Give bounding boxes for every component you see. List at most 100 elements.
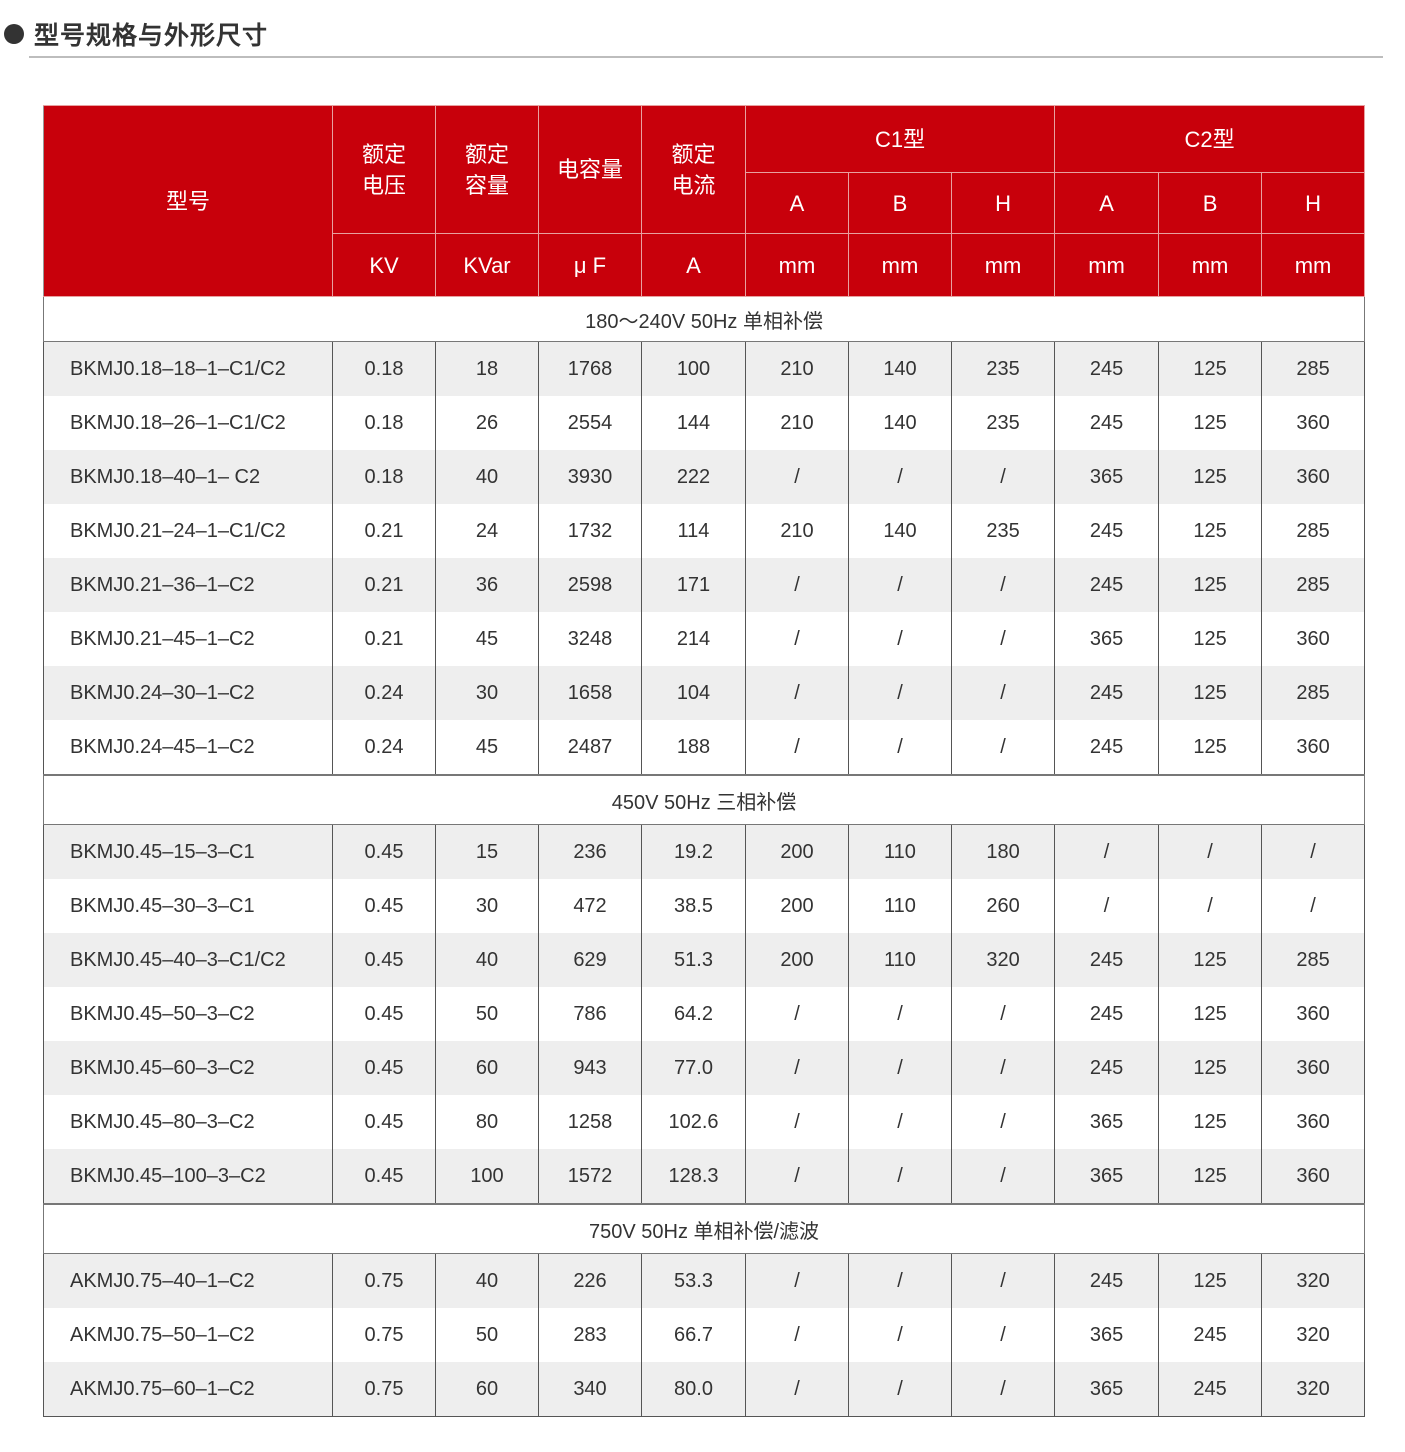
- value-cell: /: [1261, 824, 1366, 879]
- value-cell: /: [950, 450, 1056, 504]
- value-cell: 1732: [538, 504, 642, 558]
- value-cell: 365: [1054, 1095, 1160, 1149]
- value-cell: 0.45: [332, 933, 436, 987]
- value-cell: 285: [1261, 504, 1366, 558]
- value-cell: 200: [745, 933, 849, 987]
- value-cell: /: [745, 1308, 849, 1362]
- value-cell: /: [745, 987, 849, 1041]
- value-cell: /: [848, 1095, 952, 1149]
- value-cell: /: [745, 1362, 849, 1417]
- value-cell: 360: [1261, 1095, 1366, 1149]
- model-cell: BKMJ0.21–45–1–C2: [43, 612, 333, 666]
- header-capacitance: 电容量: [538, 105, 642, 234]
- value-cell: 0.21: [332, 612, 436, 666]
- model-cell: AKMJ0.75–40–1–C2: [43, 1253, 333, 1308]
- value-cell: 0.18: [332, 396, 436, 450]
- value-cell: 125: [1158, 1149, 1263, 1205]
- header-unit: mm: [1261, 233, 1366, 297]
- value-cell: 40: [435, 933, 539, 987]
- value-cell: 0.45: [332, 879, 436, 933]
- value-cell: 245: [1054, 987, 1160, 1041]
- value-cell: 114: [641, 504, 746, 558]
- model-cell: BKMJ0.45–50–3–C2: [43, 987, 333, 1041]
- header-current: 额定 电流: [641, 105, 746, 234]
- value-cell: 125: [1158, 933, 1263, 987]
- value-cell: 15: [435, 824, 539, 879]
- value-cell: 0.75: [332, 1253, 436, 1308]
- value-cell: 66.7: [641, 1308, 746, 1362]
- value-cell: 629: [538, 933, 642, 987]
- value-cell: 245: [1054, 558, 1160, 612]
- model-cell: BKMJ0.21–24–1–C1/C2: [43, 504, 333, 558]
- value-cell: 0.45: [332, 1095, 436, 1149]
- value-cell: 0.75: [332, 1308, 436, 1362]
- header-unit: KVar: [435, 233, 539, 297]
- value-cell: 235: [950, 396, 1056, 450]
- value-cell: 100: [641, 341, 746, 396]
- value-cell: 245: [1054, 504, 1160, 558]
- value-cell: 214: [641, 612, 746, 666]
- value-cell: 1658: [538, 666, 642, 720]
- value-cell: /: [848, 987, 952, 1041]
- value-cell: /: [848, 1253, 952, 1308]
- model-cell: BKMJ0.24–30–1–C2: [43, 666, 333, 720]
- table-row: BKMJ0.18–26–1–C1/C2 0.18 26 2554 144 210 140 23…: [43, 396, 1366, 450]
- value-cell: /: [848, 612, 952, 666]
- header-unit: mm: [1158, 233, 1263, 297]
- table-row: BKMJ0.21–36–1–C2 0.21 36 2598 171///245 125 28…: [43, 558, 1366, 612]
- section-row: 180～240V 50Hz 单相补偿: [42, 296, 1366, 342]
- header-dim: A: [745, 172, 849, 234]
- value-cell: 1768: [538, 341, 642, 396]
- value-cell: 0.75: [332, 1362, 436, 1417]
- value-cell: 171: [641, 558, 746, 612]
- table-row: BKMJ0.18–18–1–C1/C2 0.18 18 1768 100 210 140 23…: [43, 341, 1366, 396]
- value-cell: 360: [1261, 1149, 1366, 1205]
- value-cell: /: [848, 1041, 952, 1095]
- value-cell: 365: [1054, 1308, 1160, 1362]
- value-cell: /: [745, 720, 849, 776]
- value-cell: /: [745, 1149, 849, 1205]
- table-row: BKMJ0.45–50–3–C2 0.45 50 786 64.2///245 125 36…: [43, 987, 1366, 1041]
- section-row: 450V 50Hz 三相补偿: [42, 774, 1366, 825]
- value-cell: 0.24: [332, 720, 436, 776]
- value-cell: /: [1054, 824, 1160, 879]
- value-cell: 125: [1158, 720, 1263, 776]
- value-cell: 51.3: [641, 933, 746, 987]
- value-cell: /: [950, 1362, 1056, 1417]
- value-cell: 125: [1158, 396, 1263, 450]
- header-unit: mm: [950, 233, 1056, 297]
- value-cell: 3248: [538, 612, 642, 666]
- model-cell: BKMJ0.24–45–1–C2: [43, 720, 333, 776]
- value-cell: 180: [950, 824, 1056, 879]
- table-row: BKMJ0.24–45–1–C2 0.24 45 2487 188///245 125 36…: [43, 720, 1366, 776]
- value-cell: 125: [1158, 341, 1263, 396]
- value-cell: /: [745, 1095, 849, 1149]
- value-cell: 245: [1158, 1362, 1263, 1417]
- value-cell: 1572: [538, 1149, 642, 1205]
- section-label: 180～240V 50Hz 单相补偿: [42, 296, 1366, 342]
- value-cell: 104: [641, 666, 746, 720]
- value-cell: 110: [848, 933, 952, 987]
- header-dim: H: [1261, 172, 1366, 234]
- value-cell: /: [848, 1149, 952, 1205]
- value-cell: 110: [848, 879, 952, 933]
- header-dim: B: [848, 172, 952, 234]
- header-unit: mm: [745, 233, 849, 297]
- value-cell: 365: [1054, 1149, 1160, 1205]
- value-cell: 102.6: [641, 1095, 746, 1149]
- value-cell: /: [745, 1041, 849, 1095]
- value-cell: 360: [1261, 720, 1366, 776]
- value-cell: 140: [848, 396, 952, 450]
- value-cell: 320: [1261, 1253, 1366, 1308]
- value-cell: 125: [1158, 1253, 1263, 1308]
- value-cell: 50: [435, 987, 539, 1041]
- value-cell: 210: [745, 504, 849, 558]
- table-row: BKMJ0.18–40–1– C2 0.18 40 3930 222///365 125 3…: [43, 450, 1366, 504]
- value-cell: 245: [1054, 1253, 1160, 1308]
- value-cell: 360: [1261, 612, 1366, 666]
- model-cell: BKMJ0.45–30–3–C1: [43, 879, 333, 933]
- table-body: 180～240V 50Hz 单相补偿 BKMJ0.18–18–1–C1/C2 0.1…: [42, 296, 1366, 1417]
- model-cell: AKMJ0.75–60–1–C2: [43, 1362, 333, 1417]
- value-cell: 226: [538, 1253, 642, 1308]
